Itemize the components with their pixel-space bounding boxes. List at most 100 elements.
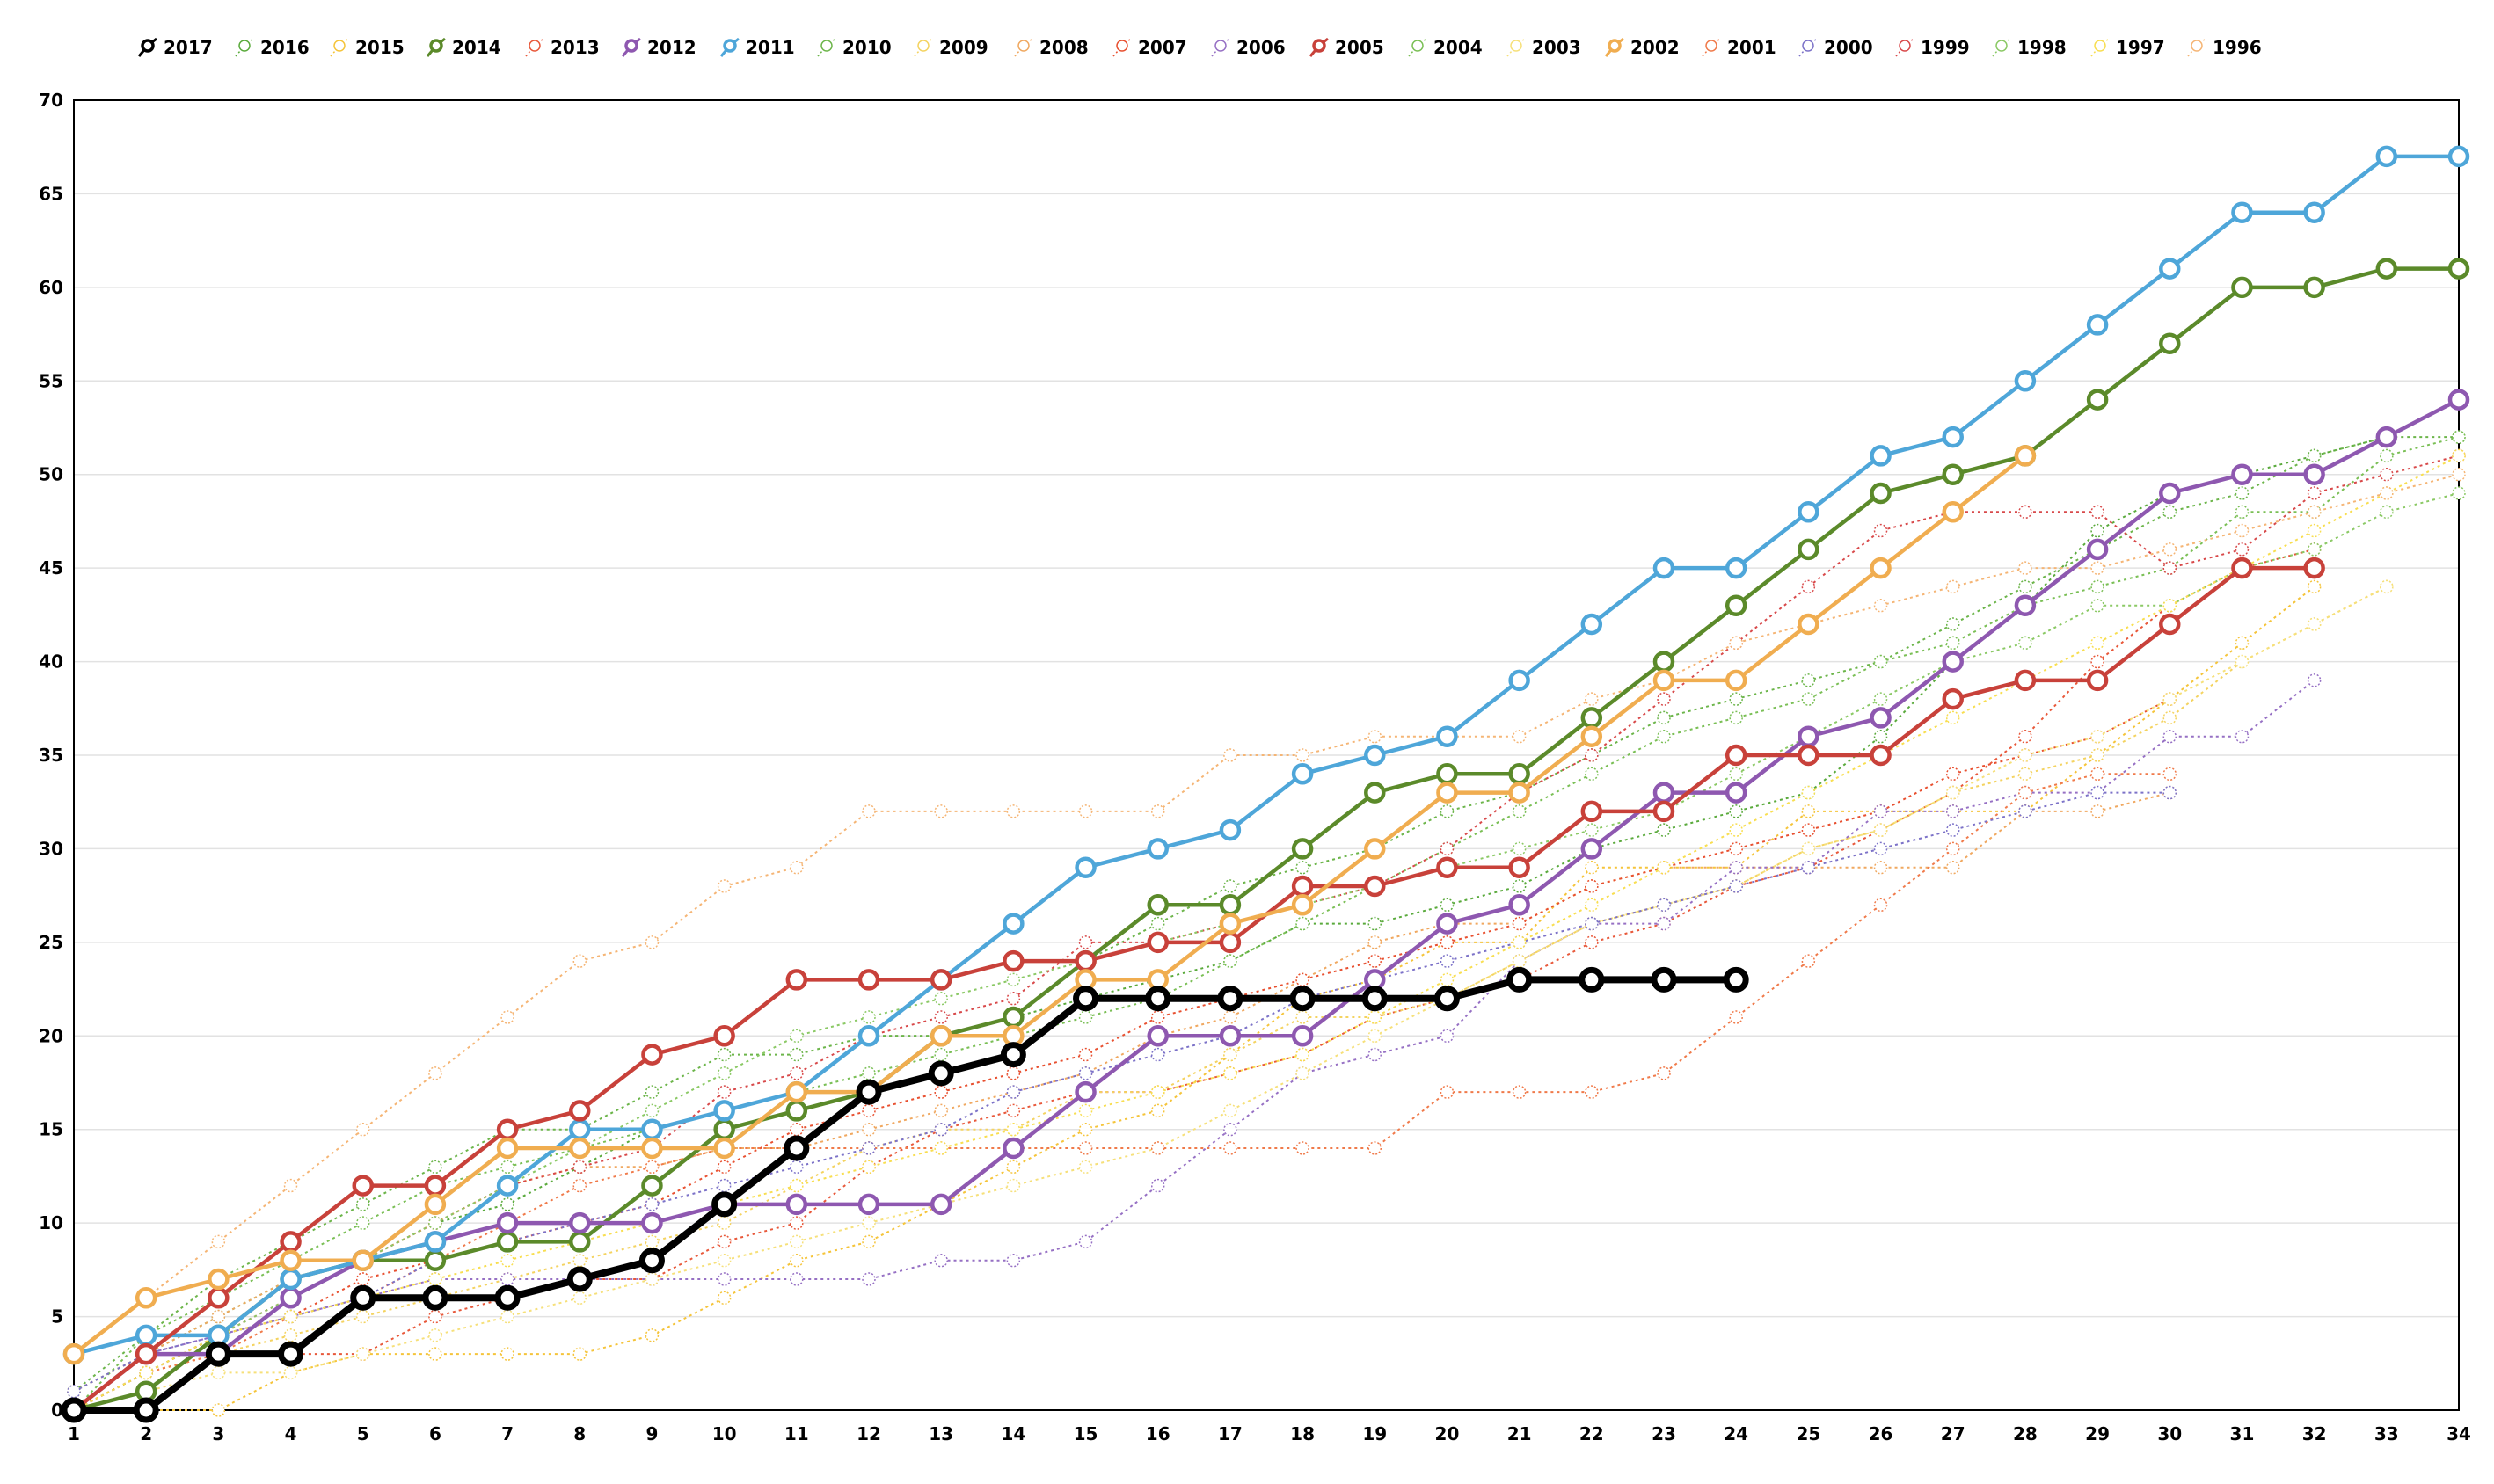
data-point: [1295, 1010, 1309, 1024]
data-point: [717, 879, 732, 893]
data-point: [2018, 748, 2032, 762]
legend-label: 2015: [355, 37, 405, 58]
data-point: [2452, 467, 2466, 482]
data-point: [2307, 523, 2322, 538]
data-point: [645, 935, 660, 949]
data-point: [934, 1085, 948, 1099]
x-tick-label: 7: [501, 1423, 514, 1444]
data-point: [2090, 523, 2104, 538]
data-point: [1367, 729, 1382, 744]
data-point: [2086, 389, 2109, 411]
series-2004: [67, 430, 2466, 1417]
data-point: [784, 1135, 810, 1161]
data-point: [1801, 579, 1816, 594]
data-point: [352, 1249, 374, 1271]
data-point: [711, 1191, 738, 1218]
data-point: [645, 1328, 660, 1342]
data-point: [1580, 838, 1603, 860]
data-point: [352, 1175, 374, 1197]
y-tick-label: 35: [39, 745, 63, 766]
data-point: [790, 1272, 804, 1286]
data-point: [1003, 913, 1025, 935]
legend-item-2004: 2004: [1408, 37, 1483, 58]
data-point: [790, 1029, 804, 1044]
data-point: [717, 1047, 732, 1062]
data-point: [645, 1160, 660, 1175]
series-line-2005: [72, 565, 2315, 1412]
data-point: [1436, 782, 1458, 804]
data-point: [1295, 916, 1309, 931]
data-point: [569, 1211, 591, 1234]
data-point: [1508, 669, 1530, 692]
data-point: [2090, 785, 2104, 800]
series-2017: [61, 966, 1749, 1423]
data-point: [1440, 841, 1455, 856]
y-tick-label: 25: [39, 932, 63, 953]
x-tick-label: 27: [1941, 1423, 1965, 1444]
data-point: [1075, 856, 1097, 878]
data-point: [2162, 729, 2177, 744]
series-1998: [67, 486, 2466, 1417]
data-point: [2303, 276, 2325, 299]
legend-item-2009: 2009: [914, 37, 988, 58]
y-tick-label: 30: [39, 838, 63, 859]
legend-label: 2002: [1630, 37, 1680, 58]
data-point: [500, 1197, 514, 1211]
series-line-1997: [73, 455, 2460, 1411]
data-point: [1652, 782, 1675, 804]
data-point: [2307, 448, 2322, 463]
data-point: [1223, 1103, 1237, 1118]
data-point: [569, 1137, 591, 1160]
data-point: [862, 1141, 876, 1155]
x-tick-label: 1: [68, 1423, 80, 1444]
data-point: [1003, 1006, 1025, 1029]
data-point: [1295, 1047, 1309, 1062]
data-point: [211, 1234, 226, 1249]
data-point: [2452, 448, 2466, 463]
legend-label: 1997: [2116, 37, 2165, 58]
data-point: [1078, 1234, 1093, 1249]
data-point: [2235, 542, 2250, 556]
data-point: [790, 1234, 804, 1249]
data-point: [857, 1025, 880, 1047]
legend-point-marker: [1995, 40, 2008, 52]
data-point: [1078, 1141, 1093, 1155]
x-tick-label: 3: [212, 1423, 224, 1444]
data-point: [2018, 561, 2032, 575]
data-point: [1006, 1066, 1021, 1080]
data-point: [2231, 556, 2253, 579]
legend-item-1998: 1998: [1992, 37, 2067, 58]
data-point: [2307, 486, 2322, 500]
data-point: [1945, 804, 1960, 818]
data-point: [355, 1347, 370, 1361]
data-point: [1873, 654, 1888, 669]
data-point: [1361, 986, 1388, 1012]
data-point: [785, 969, 808, 991]
x-tick-label: 9: [645, 1423, 658, 1444]
data-point: [2090, 505, 2104, 520]
data-point: [641, 1175, 663, 1197]
x-tick-label: 19: [1362, 1423, 1387, 1444]
data-point: [1291, 875, 1314, 898]
data-point: [2018, 579, 2032, 594]
data-point: [1003, 949, 1025, 972]
data-point: [1942, 687, 1964, 710]
data-point: [862, 1066, 876, 1080]
data-point: [1364, 782, 1386, 804]
data-point: [1223, 1047, 1237, 1062]
data-point: [1580, 613, 1603, 636]
data-point: [857, 1193, 880, 1216]
data-point: [283, 1178, 298, 1193]
data-point: [1801, 823, 1816, 837]
data-point: [1223, 1066, 1237, 1080]
data-point: [1801, 841, 1816, 856]
data-point: [283, 1309, 298, 1324]
data-point: [424, 1193, 447, 1216]
data-point: [645, 1272, 660, 1286]
data-point: [1729, 879, 1743, 893]
data-point: [2018, 767, 2032, 782]
data-point: [645, 1085, 660, 1099]
data-point: [934, 1103, 948, 1118]
data-point: [500, 1272, 514, 1286]
data-point: [1367, 1029, 1382, 1044]
